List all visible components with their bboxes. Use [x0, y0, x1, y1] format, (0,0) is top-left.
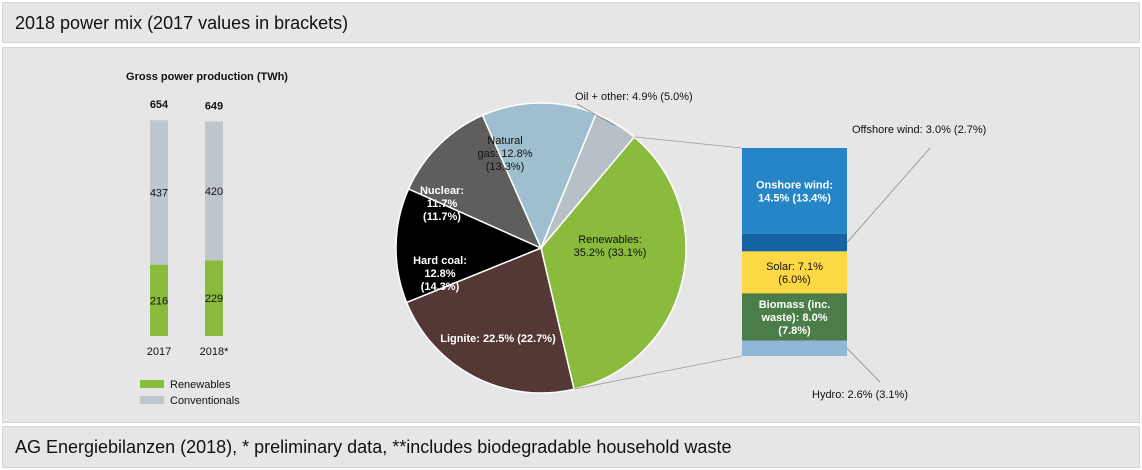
legend-label-renewables: Renewables — [170, 379, 231, 391]
leader-line-offshore — [846, 147, 931, 243]
bar-segment-renewables-0 — [150, 264, 168, 336]
pie-label-lignite: Lignite: 22.5% (22.7%) — [440, 333, 556, 345]
bar-value-label: 437 — [150, 187, 168, 199]
page-title: 2018 power mix (2017 values in brackets) — [15, 13, 349, 33]
bar-chart-title: Gross power production (TWh) — [126, 71, 288, 83]
bar-value-label: 420 — [205, 186, 223, 198]
legend-label-conventionals: Conventionals — [170, 395, 240, 407]
header-band: 2018 power mix (2017 values in brackets) — [2, 2, 1140, 43]
column-label-onshore: 14.5% (13.4%) — [758, 192, 831, 204]
pie-leader-oil — [576, 103, 616, 126]
connector-line-bottom — [573, 355, 743, 390]
pie-label-oil: Oil + other: 4.9% (5.0%) — [575, 91, 693, 103]
bar-total-label: 654 — [150, 99, 169, 111]
column-segment-biomass — [742, 293, 847, 341]
column-label-biomass: (7.8%) — [778, 325, 811, 337]
bar-category-label: 2018* — [200, 346, 229, 358]
column-segment-onshore — [742, 148, 847, 234]
pie-slice-lignite — [405, 246, 575, 394]
footer-band: AG Energiebilanzen (2018), * preliminary… — [2, 426, 1140, 468]
pie-slice-oil — [540, 112, 636, 249]
column-segment-solar — [742, 251, 847, 294]
column-segment-offshore — [742, 233, 847, 252]
column-label-onshore: Onshore wind: — [756, 179, 833, 191]
column-label-biomass: Biomass (inc. — [759, 299, 831, 311]
bar-segment-renewables-1 — [205, 260, 223, 336]
column-label-solar: Solar: 7.1% — [766, 261, 823, 273]
bar-category-label: 2017 — [147, 346, 171, 358]
column-label-biomass: waste): 8.0% — [760, 312, 827, 324]
bar-segment-conventionals-1 — [205, 121, 223, 261]
pie-slice-nuclear — [407, 114, 543, 250]
bar-total-label: 649 — [205, 101, 223, 113]
pie-label-natural_gas: (13.3%) — [486, 161, 525, 173]
column-label-solar: (6.0%) — [778, 274, 810, 286]
column-label-offshore: Offshore wind: 3.0% (2.7%) — [852, 124, 986, 136]
column-label-hydro: Hydro: 2.6% (3.1%) — [812, 389, 908, 401]
source-note: AG Energiebilanzen (2018), * preliminary… — [15, 437, 732, 457]
bar-value-label: 229 — [205, 293, 223, 305]
pie-slice-hard_coal — [395, 187, 543, 304]
column-segment-hydro — [742, 340, 847, 356]
legend-swatch-conventionals — [140, 396, 164, 404]
bar-value-label: 216 — [150, 295, 168, 307]
pie-label-renewables: 35.2% (33.1%) — [574, 247, 647, 259]
leader-line-hydro — [846, 348, 881, 383]
connector-line-top — [634, 136, 743, 149]
pie-label-hard_coal: Hard coal: — [413, 255, 467, 267]
pie-label-nuclear: 11.7% — [427, 198, 458, 210]
pie-label-renewables: Renewables: — [578, 234, 642, 246]
pie-slice-renewables — [540, 135, 687, 391]
pie-label-natural_gas: Natural — [487, 135, 522, 147]
pie-label-nuclear: (11.7%) — [423, 211, 461, 223]
pie-label-hard_coal: 12.8% — [424, 268, 455, 280]
pie-label-natural_gas: gas: 12.8% — [477, 148, 532, 160]
legend-swatch-renewables — [140, 380, 164, 388]
pie-label-hard_coal: (14.3%) — [421, 281, 460, 293]
bar-segment-conventionals-0 — [150, 120, 168, 265]
pie-label-nuclear: Nuclear: — [420, 185, 464, 197]
